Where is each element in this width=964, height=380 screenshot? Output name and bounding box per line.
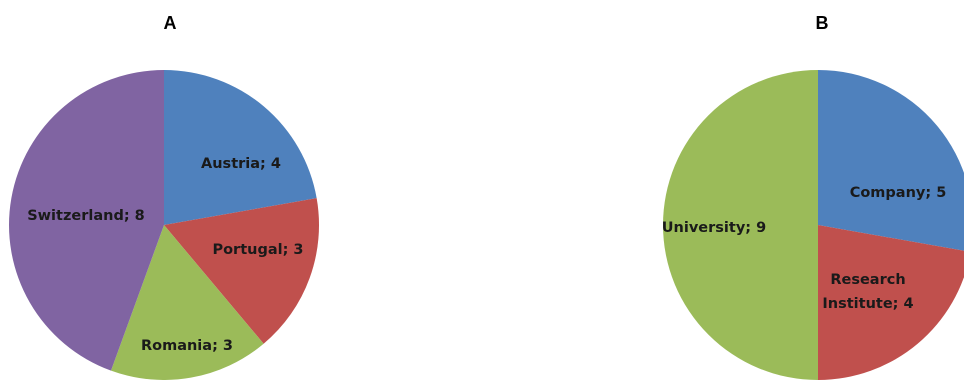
chart-a-slices	[9, 70, 320, 380]
pie-chart-a: A Austria; 4 Portugal; 3 Romania; 3 Switzer…	[9, 13, 320, 380]
pie-slice-research-institute	[818, 225, 964, 380]
pie-slice-university	[663, 70, 818, 380]
pie-slice-austria	[164, 70, 317, 225]
slice-label-switzerland: Switzerland; 8	[27, 208, 145, 224]
pie-slice-switzerland	[9, 70, 164, 371]
pie-chart-b: B Company; 5 Research Institute; 4 Universi…	[662, 13, 964, 380]
chart-b-slices	[663, 70, 964, 380]
slice-label-university: University; 9	[662, 220, 766, 236]
pie-slice-company	[818, 70, 964, 251]
chart-b-labels: Company; 5 Research Institute; 4 University…	[662, 185, 947, 312]
chart-a-labels: Austria; 4 Portugal; 3 Romania; 3 Switzerla…	[27, 156, 303, 354]
slice-label-research-institute: Research Institute; 4	[822, 272, 913, 312]
chart-a-title: A	[164, 13, 177, 33]
chart-b-title: B	[816, 13, 829, 33]
slice-label-company: Company; 5	[850, 185, 947, 201]
slice-label-romania: Romania; 3	[141, 338, 233, 354]
slice-label-austria: Austria; 4	[201, 156, 281, 172]
slice-label-portugal: Portugal; 3	[212, 242, 303, 258]
pie-slice-portugal	[164, 198, 320, 344]
pie-slice-romania	[110, 225, 264, 380]
